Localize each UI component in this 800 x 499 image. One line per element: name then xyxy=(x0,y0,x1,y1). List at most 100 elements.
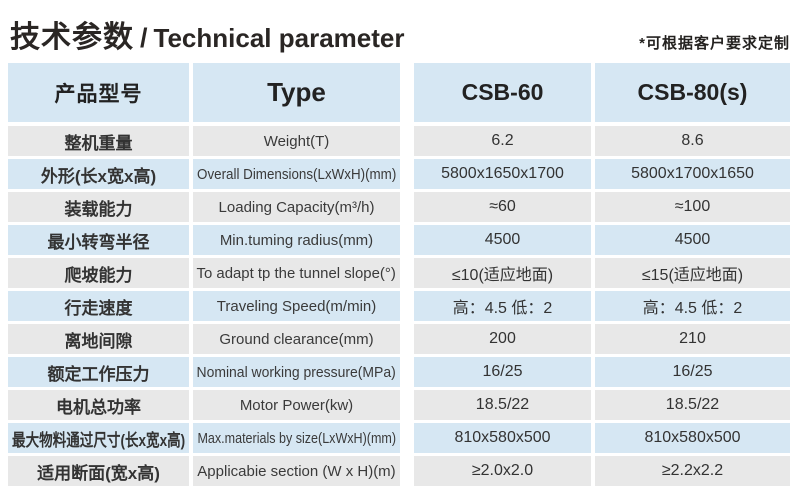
value-csb-80s: 高：4.5 低：2 xyxy=(595,291,790,321)
value-csb-80s: 4500 xyxy=(595,225,790,255)
value-csb-80s: 16/25 xyxy=(595,357,790,387)
column-header-product-model-text: 产品型号 xyxy=(54,82,143,106)
value-csb-60: 16/25 xyxy=(414,357,591,387)
row-label-en-text: Loading Capacity(m³/h) xyxy=(218,198,375,216)
row-label-zh: 最大物料通过尺寸(长x宽x高) xyxy=(8,423,189,453)
value-csb-60-text: 4500 xyxy=(484,231,521,248)
value-csb-80s: ≥2.2x2.2 xyxy=(595,456,790,486)
row-label-zh-text: 离地间隙 xyxy=(64,331,133,351)
value-csb-60: 200 xyxy=(414,324,591,354)
row-label-en: Motor Power(kw) xyxy=(193,390,400,420)
row-label-en-text: Applicabie section (W x H)(m) xyxy=(197,462,396,480)
table-row: 爬坡能力 To adapt tp the tunnel slope(°) ≤10(适… xyxy=(8,258,790,288)
column-header-csb-60: CSB-60 xyxy=(414,63,591,122)
row-label-zh: 行走速度 xyxy=(8,291,189,321)
row-label-zh-text: 外形(长x宽x高) xyxy=(40,166,157,186)
column-header-product-model: 产品型号 xyxy=(8,63,189,122)
table-row: 额定工作压力 Nominal working pressure(MPa) 16/25… xyxy=(8,357,790,387)
row-label-zh-text: 行走速度 xyxy=(64,298,133,318)
row-label-zh: 整机重量 xyxy=(8,126,189,156)
row-label-en-text: Motor Power(kw) xyxy=(239,396,354,414)
value-csb-80s: 5800x1700x1650 xyxy=(595,159,790,189)
value-csb-60-text: 16/25 xyxy=(482,363,523,380)
value-csb-60-text: 6.2 xyxy=(491,132,514,149)
value-csb-80s: 18.5/22 xyxy=(595,390,790,420)
value-csb-60: 高：4.5 低：2 xyxy=(414,291,591,321)
row-label-en: Traveling Speed(m/min) xyxy=(193,291,400,321)
table-header-row: 产品型号 Type CSB-60 CSB-80(s) xyxy=(8,63,790,122)
value-csb-80s: 210 xyxy=(595,324,790,354)
row-label-en: Loading Capacity(m³/h) xyxy=(193,192,400,222)
row-label-zh-text: 爬坡能力 xyxy=(64,265,133,285)
row-label-en-text: Nominal working pressure(MPa) xyxy=(196,363,397,381)
table-row: 离地间隙 Ground clearance(mm) 200 210 xyxy=(8,324,790,354)
value-csb-80s: 8.6 xyxy=(595,126,790,156)
row-label-en-text: Max.materials by size(LxWxH)(mm) xyxy=(197,429,396,447)
value-csb-60-text: ≤10(适应地面) xyxy=(451,267,554,284)
row-label-en: Applicabie section (W x H)(m) xyxy=(193,456,400,486)
value-csb-80s-text: ≥2.2x2.2 xyxy=(661,462,724,479)
page-title-separator: / xyxy=(140,23,148,53)
title-bar: 技术参数 / Technical parameter *可根据客户要求定制 xyxy=(0,0,800,63)
row-label-en-text: Traveling Speed(m/min) xyxy=(216,297,377,315)
row-label-zh: 电机总功率 xyxy=(8,390,189,420)
row-label-zh: 爬坡能力 xyxy=(8,258,189,288)
row-label-en: Nominal working pressure(MPa) xyxy=(193,357,400,387)
row-label-zh-text: 电机总功率 xyxy=(56,397,141,417)
table-row: 行走速度 Traveling Speed(m/min) 高：4.5 低：2 高：4.5… xyxy=(8,291,790,321)
value-csb-80s: ≤15(适应地面) xyxy=(595,258,790,288)
value-csb-80s-text: 5800x1700x1650 xyxy=(631,165,754,182)
row-label-en: Weight(T) xyxy=(193,126,400,156)
value-csb-60-text: ≥2.0x2.0 xyxy=(471,462,534,479)
value-csb-60: ≈60 xyxy=(414,192,591,222)
value-csb-80s-text: 810x580x500 xyxy=(644,429,741,446)
row-label-en-text: Overall Dimensions(LxWxH)(mm) xyxy=(196,165,397,183)
value-csb-60: 4500 xyxy=(414,225,591,255)
row-label-en-text: Ground clearance(mm) xyxy=(219,330,374,348)
page-title-chinese: 技术参数 xyxy=(10,21,134,54)
value-csb-60: 810x580x500 xyxy=(414,423,591,453)
value-csb-80s: 810x580x500 xyxy=(595,423,790,453)
column-header-csb-80s-text: CSB-80(s) xyxy=(637,79,748,105)
row-label-zh-text: 额定工作压力 xyxy=(47,364,150,384)
table-row: 整机重量 Weight(T) 6.2 8.6 xyxy=(8,126,790,156)
value-csb-80s-text: ≈100 xyxy=(674,198,711,215)
value-csb-60-text: 810x580x500 xyxy=(454,429,551,446)
row-label-en-text: To adapt tp the tunnel slope(°) xyxy=(196,264,397,282)
table-row: 适用断面(宽x高) Applicabie section (W x H)(m) ≥2… xyxy=(8,456,790,486)
row-label-zh: 离地间隙 xyxy=(8,324,189,354)
column-header-type-text: Type xyxy=(267,77,326,107)
value-csb-80s-text: 高：4.5 低：2 xyxy=(642,300,743,317)
value-csb-80s-text: 4500 xyxy=(674,231,711,248)
table-row: 最小转弯半径 Min.tuming radius(mm) 4500 4500 xyxy=(8,225,790,255)
value-csb-80s-text: 8.6 xyxy=(681,132,704,149)
technical-parameter-table: 产品型号 Type CSB-60 CSB-80(s) 整机重量 Weight(T)… xyxy=(8,63,790,486)
table-row: 装载能力 Loading Capacity(m³/h) ≈60 ≈100 xyxy=(8,192,790,222)
value-csb-60-text: 200 xyxy=(489,330,516,347)
table-row: 外形(长x宽x高) Overall Dimensions(LxWxH)(mm) 58… xyxy=(8,159,790,189)
row-label-en-text: Min.tuming radius(mm) xyxy=(219,231,374,249)
value-csb-60: ≤10(适应地面) xyxy=(414,258,591,288)
value-csb-80s: ≈100 xyxy=(595,192,790,222)
value-csb-60-text: 18.5/22 xyxy=(475,396,530,413)
value-csb-60-text: 高：4.5 低：2 xyxy=(452,300,553,317)
value-csb-80s-text: 210 xyxy=(679,330,706,347)
value-csb-60: 6.2 xyxy=(414,126,591,156)
page-title-english: Technical parameter xyxy=(153,23,405,53)
value-csb-80s-text: 16/25 xyxy=(672,363,713,380)
row-label-zh-text: 装载能力 xyxy=(64,199,133,219)
table-row: 最大物料通过尺寸(长x宽x高) Max.materials by size(LxW… xyxy=(8,423,790,453)
row-label-zh-text: 最小转弯半径 xyxy=(47,232,150,252)
value-csb-60: 18.5/22 xyxy=(414,390,591,420)
value-csb-80s-text: 18.5/22 xyxy=(665,396,720,413)
value-csb-60: 5800x1650x1700 xyxy=(414,159,591,189)
page-title: 技术参数 / Technical parameter xyxy=(10,12,404,56)
row-label-en: Overall Dimensions(LxWxH)(mm) xyxy=(193,159,400,189)
customization-note: *可根据客户要求定制 xyxy=(639,35,790,52)
row-label-zh: 最小转弯半径 xyxy=(8,225,189,255)
row-label-zh-text: 适用断面(宽x高) xyxy=(37,463,160,483)
row-label-en: To adapt tp the tunnel slope(°) xyxy=(193,258,400,288)
row-label-en: Ground clearance(mm) xyxy=(193,324,400,354)
row-label-zh-text: 最大物料通过尺寸(长x宽x高) xyxy=(11,430,186,450)
